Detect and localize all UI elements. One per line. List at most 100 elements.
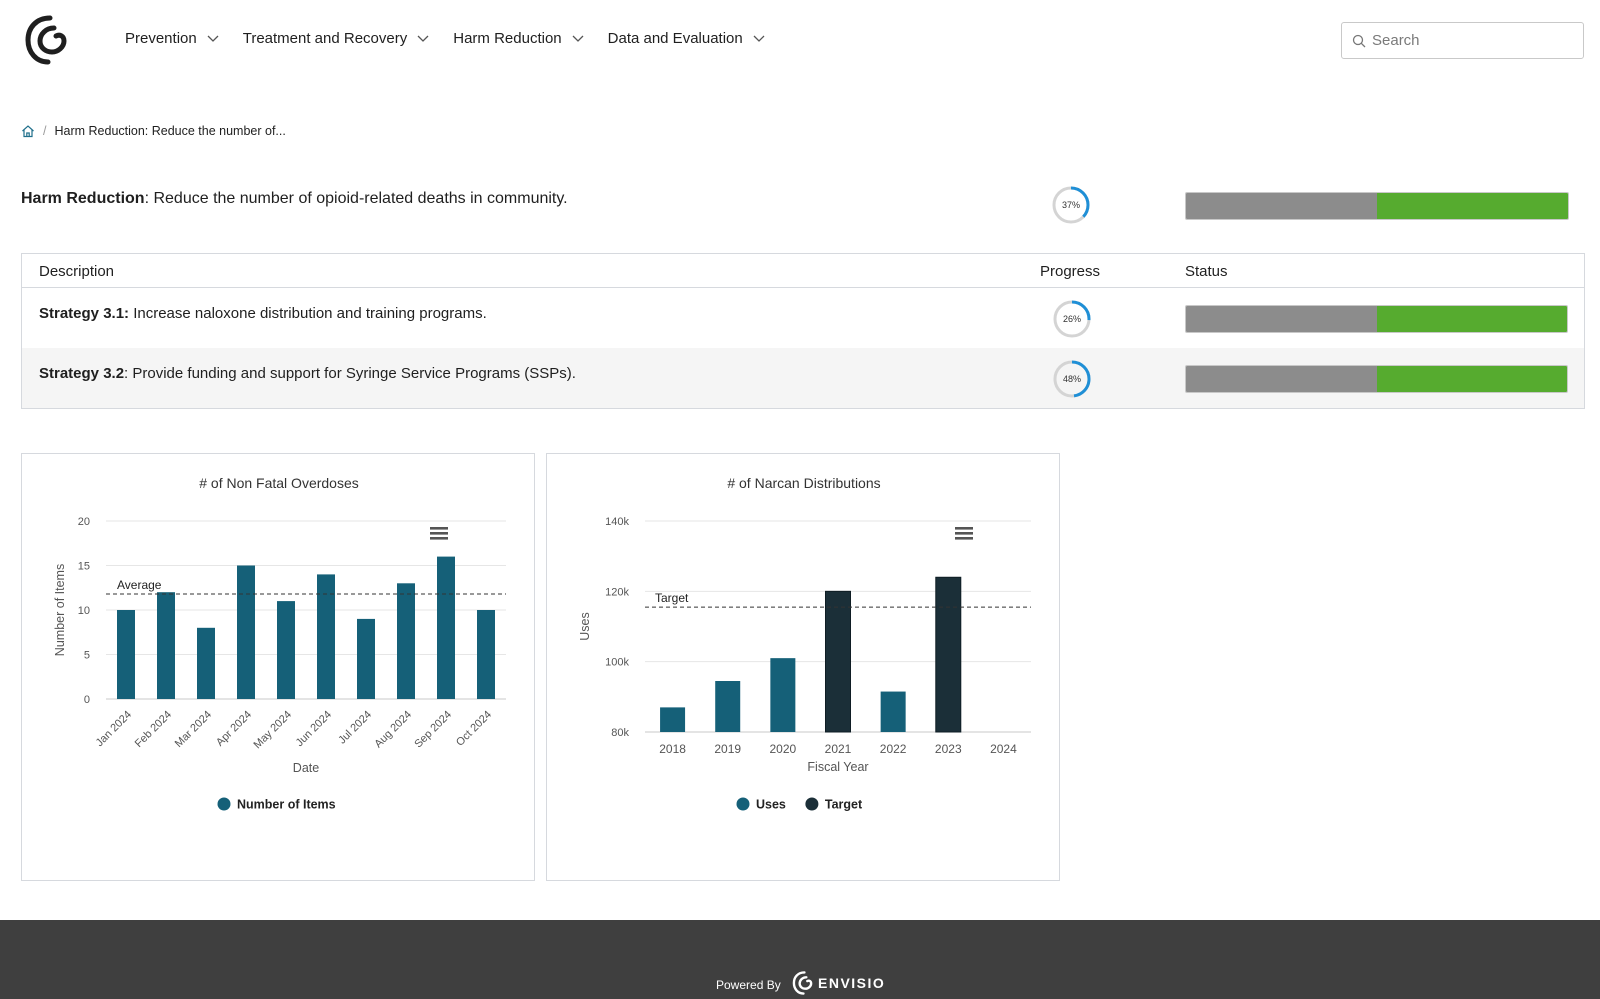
- strategy-progress-ring: 48%: [1052, 359, 1092, 399]
- y-tick-label: 15: [78, 561, 90, 573]
- x-tick-label: 2020: [770, 742, 797, 756]
- table-header: Description Progress Status: [22, 254, 1584, 288]
- bar: [770, 658, 796, 732]
- bar: [117, 610, 135, 699]
- bar: [880, 691, 906, 732]
- search-icon: [1352, 34, 1366, 47]
- goal-progress-ring: 37%: [1051, 185, 1091, 225]
- y-tick-label: 20: [78, 516, 90, 528]
- y-tick-label: 80k: [611, 727, 629, 739]
- nav-item-label: Prevention: [125, 30, 197, 47]
- nav-data-and-evaluation[interactable]: Data and Evaluation: [608, 30, 765, 47]
- y-tick-label: 0: [84, 694, 90, 706]
- envisio-logo-icon: [792, 971, 813, 995]
- x-tick-label: Sep 2024: [412, 709, 454, 751]
- x-tick-label: 2022: [880, 742, 907, 756]
- y-tick-label: 140k: [605, 516, 629, 528]
- legend-label: Target: [825, 798, 863, 812]
- table-row[interactable]: Strategy 3.2: Provide funding and suppor…: [22, 348, 1584, 408]
- bar: [437, 556, 455, 699]
- nav-item-label: Treatment and Recovery: [242, 30, 408, 47]
- chevron-down-icon: [207, 35, 219, 42]
- status-bar-gray: [1186, 306, 1377, 332]
- envisio-logo-icon[interactable]: [24, 14, 70, 66]
- legend-marker: [805, 797, 819, 811]
- x-tick-label: 2023: [935, 742, 962, 756]
- legend-marker: [217, 797, 231, 811]
- breadcrumb-current: Harm Reduction: Reduce the number of...: [54, 124, 286, 138]
- main-nav: Prevention Treatment and Recovery Harm R…: [125, 30, 789, 47]
- x-tick-label: Aug 2024: [372, 709, 414, 751]
- nav-harm-reduction[interactable]: Harm Reduction: [453, 30, 584, 47]
- x-tick-label: Apr 2024: [214, 709, 254, 749]
- strategy-progress-ring: 26%: [1052, 299, 1092, 339]
- x-tick-label: May 2024: [251, 709, 294, 752]
- footer: Powered By ENVISIO: [0, 920, 1600, 999]
- legend-marker: [736, 797, 750, 811]
- progress-ring-arc: [1053, 300, 1091, 338]
- x-tick-label: Oct 2024: [454, 709, 494, 749]
- strategy-id: Strategy 3.2: [39, 365, 125, 382]
- goal-category: Harm Reduction: [21, 190, 145, 207]
- nav-item-label: Data and Evaluation: [607, 30, 743, 47]
- status-bar-green: [1376, 366, 1567, 392]
- powered-by-label: Powered By: [716, 978, 781, 992]
- non-fatal-overdoses-chart: # of Non Fatal Overdoses 0 5 10 15 20 Average J…: [53, 475, 506, 812]
- y-axis-title: Number of Items: [53, 564, 67, 656]
- strategy-table: Description Progress Status Strategy 3.1…: [21, 253, 1585, 409]
- y-tick-label: 10: [78, 605, 90, 617]
- home-icon[interactable]: [21, 124, 35, 138]
- nav-prevention[interactable]: Prevention: [125, 30, 219, 47]
- reference-line-label: Average: [117, 578, 162, 592]
- x-axis-title: Fiscal Year: [807, 760, 868, 774]
- y-axis-title: Uses: [578, 612, 592, 640]
- x-tick-label: Mar 2024: [173, 709, 214, 750]
- chart-title: # of Non Fatal Overdoses: [199, 475, 359, 491]
- goal-text: : Reduce the number of opioid-related de…: [144, 190, 568, 207]
- search-input[interactable]: [1372, 32, 1572, 49]
- progress-label: 48%: [1062, 374, 1081, 384]
- reference-line-label: Target: [655, 591, 689, 605]
- table-row[interactable]: Strategy 3.1: Increase naloxone distribu…: [22, 288, 1584, 348]
- goal-status-bar: [1185, 192, 1569, 220]
- search-box[interactable]: [1341, 22, 1584, 59]
- bar: [277, 601, 295, 699]
- bar: [197, 627, 215, 699]
- bar: [660, 707, 686, 732]
- chart-title: # of Narcan Distributions: [727, 475, 880, 491]
- legend-label: Uses: [756, 798, 786, 812]
- strategy-status-bar: [1185, 305, 1568, 333]
- strategy-text: Increase naloxone distribution and train…: [129, 305, 487, 322]
- chart-card-non-fatal-overdoses: # of Non Fatal Overdoses 0 5 10 15 20 Average J…: [21, 453, 535, 881]
- status-bar-gray: [1186, 366, 1377, 392]
- progress-ring-arc: [1053, 360, 1091, 398]
- envisio-brand[interactable]: ENVISIO: [792, 970, 885, 996]
- x-tick-label: 2018: [659, 742, 686, 756]
- header-status: Status: [1185, 263, 1228, 280]
- strategy-status-bar: [1185, 365, 1568, 393]
- header: Prevention Treatment and Recovery Harm R…: [0, 0, 1600, 82]
- header-progress: Progress: [1040, 263, 1101, 280]
- nav-treatment-and-recovery[interactable]: Treatment and Recovery: [243, 30, 430, 47]
- chevron-down-icon: [753, 35, 765, 42]
- narcan-distributions-chart: # of Narcan Distributions 80k 100k 120k 140k…: [578, 475, 1031, 812]
- y-tick-label: 5: [84, 650, 90, 662]
- breadcrumb-separator: /: [43, 124, 47, 138]
- strategy-text: : Provide funding and support for Syring…: [124, 365, 576, 382]
- brand-name: ENVISIO: [818, 975, 886, 991]
- x-tick-label: Jan 2024: [94, 709, 134, 749]
- hamburger-menu-icon[interactable]: [430, 527, 448, 540]
- row-description: Strategy 3.1: Increase naloxone distribu…: [39, 305, 487, 322]
- breadcrumb: / Harm Reduction: Reduce the number of..…: [21, 124, 286, 138]
- bar: [357, 618, 375, 699]
- x-tick-label: 2021: [825, 742, 852, 756]
- y-tick-label: 100k: [605, 657, 629, 669]
- x-tick-label: 2024: [990, 742, 1017, 756]
- bar: [157, 592, 175, 699]
- x-tick-label: Feb 2024: [133, 709, 174, 750]
- bar: [397, 583, 415, 699]
- hamburger-menu-icon[interactable]: [955, 527, 973, 540]
- nav-item-label: Harm Reduction: [453, 30, 562, 47]
- x-tick-label: Jun 2024: [294, 709, 334, 749]
- bar: [317, 574, 335, 699]
